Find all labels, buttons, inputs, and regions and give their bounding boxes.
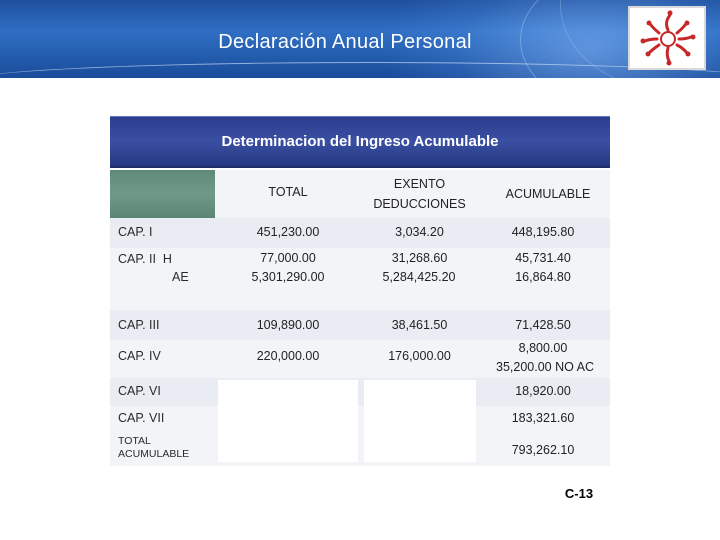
- cell-acumulable: 18,920.00: [515, 384, 571, 398]
- row-label-cap-vii: CAP. VII: [118, 411, 165, 425]
- row-label-cap-i: CAP. I: [118, 225, 153, 239]
- cell-acumulable-total: 793,262.10: [511, 443, 575, 457]
- logo: [628, 6, 706, 70]
- header-wave: [0, 62, 720, 78]
- cell-acumulable: 183,321.60: [511, 411, 575, 425]
- cell-exento: 176,000.00: [388, 349, 451, 363]
- slide-code: C-13: [564, 486, 594, 501]
- cell-exento: 3,034.20: [395, 225, 444, 239]
- cell-acumulable: 448,195.80: [511, 225, 575, 239]
- cell-acumulable: 71,428.50: [515, 318, 571, 332]
- table-title: Determinacion del Ingreso Acumulable: [110, 116, 610, 168]
- row-label-cap-ii: CAP. II H: [118, 252, 172, 266]
- row-sublabel-ae: AE: [172, 270, 189, 284]
- table-row-band: [110, 310, 610, 340]
- column-header-exento: EXENTO: [393, 177, 446, 191]
- column-header-acumulable: ACUMULABLE: [505, 187, 591, 201]
- slide-title: Declaración Anual Personal: [218, 31, 472, 53]
- row-label-cap-vi: CAP. VI: [118, 384, 161, 398]
- cell-exento: 31,268.60: [391, 251, 448, 265]
- table-row-band: [110, 218, 610, 248]
- cell-exento: 5,284,425.20: [382, 270, 456, 284]
- cell-total: 109,890.00: [256, 318, 320, 332]
- row-label-total: TOTAL: [118, 435, 151, 447]
- cell-acumulable: 8,800.00: [518, 341, 568, 355]
- column-header-deducciones: DEDUCCIONES: [373, 197, 466, 211]
- table-row-band: [110, 378, 610, 406]
- cell-acumulable: 16,864.80: [515, 270, 571, 284]
- empty-cell: [364, 380, 476, 462]
- cell-exento: 38,461.50: [391, 318, 448, 332]
- cell-acumulable: 45,731.40: [515, 251, 571, 265]
- row-label-acumulable: ACUMULABLE: [118, 448, 190, 460]
- cell-total: 220,000.00: [256, 349, 320, 363]
- row-label-cap-iv: CAP. IV: [118, 349, 161, 363]
- header-corner-cell: [110, 170, 215, 218]
- cell-total: 77,000.00: [260, 251, 316, 265]
- cell-acumulable: 35,200.00 NO AC: [496, 360, 594, 374]
- cell-total: 451,230.00: [256, 225, 320, 239]
- column-header-total: TOTAL: [268, 185, 308, 199]
- header-arc: [520, 0, 720, 78]
- flower-logo-icon: [640, 10, 696, 66]
- cell-total: 5,301,290.00: [251, 270, 325, 284]
- row-label-cap-iii: CAP. III: [118, 318, 160, 332]
- empty-cell: [218, 380, 358, 462]
